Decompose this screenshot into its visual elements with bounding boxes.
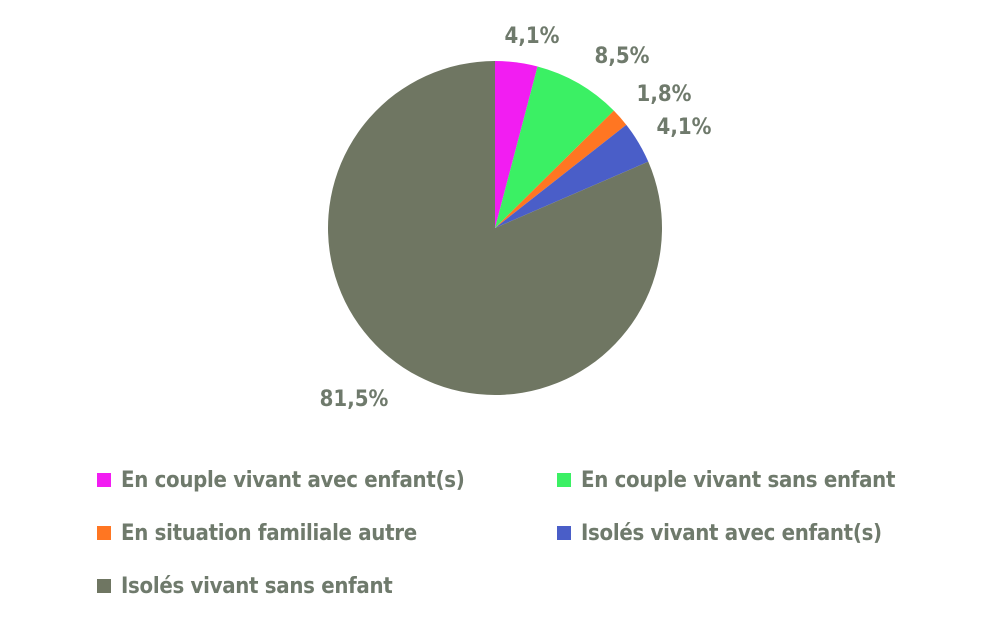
pie-data-labels: 4,1% 8,5% 1,8% 4,1% 81,5% [320,24,712,412]
legend-label: En couple vivant avec enfant(s) [121,467,465,493]
legend-item: Isolés vivant avec enfant(s) [557,517,882,549]
data-label: 4,1% [505,24,560,49]
legend-item: En couple vivant avec enfant(s) [97,464,465,496]
legend-swatch [557,473,571,487]
legend-swatch [97,526,111,540]
legend-item: Isolés vivant sans enfant [97,570,393,602]
legend-label: Isolés vivant sans enfant [121,573,393,599]
data-label: 4,1% [657,115,712,140]
legend-swatch [97,579,111,593]
slice-single-with-children [495,124,649,228]
pie-slices [328,61,663,395]
slice-couple-without-children [495,66,614,228]
legend-label: En situation familiale autre [121,520,417,546]
slice-single-without-children [328,61,663,395]
legend-swatch [97,473,111,487]
data-label: 81,5% [320,387,389,412]
legend-swatch [557,526,571,540]
legend-item: En situation familiale autre [97,517,417,549]
slice-other-family [495,110,627,228]
legend-label: En couple vivant sans enfant [581,467,896,493]
data-label: 1,8% [637,82,692,107]
legend-item: En couple vivant sans enfant [557,464,895,496]
slice-couple-with-children [495,61,538,228]
legend-label: Isolés vivant avec enfant(s) [581,520,882,546]
legend: En couple vivant avec enfant(s) En coupl… [0,440,1000,640]
data-label: 8,5% [595,44,650,69]
pie-chart: 4,1% 8,5% 1,8% 4,1% 81,5% [320,24,712,412]
